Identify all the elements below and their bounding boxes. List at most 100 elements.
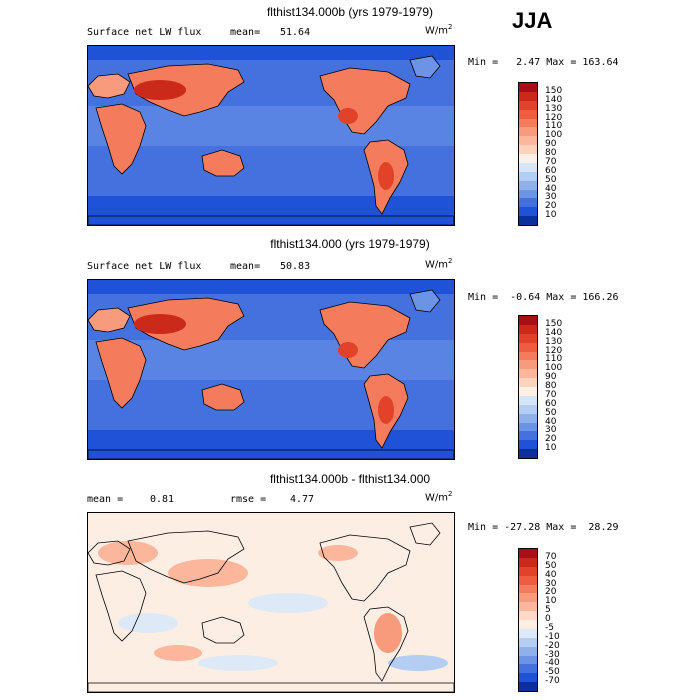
colorbar-swatch [519,162,537,172]
colorbar-swatch [519,646,537,656]
colorbar-tick-label: -40 [545,658,560,669]
africa-landmass [95,103,147,175]
anomaly-patch [168,559,248,587]
colorbar-swatch [519,136,537,146]
rmse-label: rmse = [230,494,267,505]
colorbar-swatch [519,83,537,92]
europe-landmass [88,73,131,99]
panel-title: flthist134.000b - flthist134.000 [269,472,431,486]
colorbar-swatch [519,404,537,414]
colorbar-tick-label: 60 [545,398,557,409]
anomaly-patch [118,613,178,633]
colorbar-tick-label: 110 [545,121,563,132]
colorbar-tick-label: -5 [545,622,554,633]
australia-outline [201,616,245,644]
colorbar-swatch [519,557,537,567]
europe-outline [88,540,131,566]
colorbar-swatch [519,154,537,163]
colorbar-tick-label: 70 [545,156,557,167]
antarctica-landmass [88,215,454,225]
colorbar-swatch [519,682,537,691]
colorbar-tick-label: 70 [545,389,557,400]
africa-outline [95,570,147,642]
greenland-landmass [409,55,441,79]
andes-hotspot [378,162,394,190]
colorbar-tick-label: 20 [545,201,557,212]
min-max-readout: Min = -0.64 Max = 166.26 [468,292,619,303]
colorbar-swatch [519,127,537,137]
mean-value: 50.83 [280,261,311,272]
panel-title: flthist134.000 (yrs 1979-1979) [270,237,430,251]
colorbar-swatch [519,628,537,638]
north-america-outline [319,534,411,602]
colorbar-tick-label: 90 [545,139,557,150]
colorbar-tick-label: -70 [545,676,560,687]
colorbar-tick-label: 80 [545,381,557,391]
colorbar-tick-label: 30 [545,192,557,203]
mean-label: mean= [230,27,261,38]
colorbar-swatch [519,655,537,665]
colorbar-swatch [519,593,537,603]
colorbar-tick-label: 80 [545,148,557,158]
colorbar [518,82,538,226]
colorbar-tick-label: 50 [545,560,557,571]
min-max-readout: Min = -27.28 Max = 28.29 [468,522,619,533]
greenland-outline [409,522,441,546]
rmse-value: 4.77 [290,494,315,505]
mean-label: mean = [87,494,124,505]
colorbar-tick-label: 140 [545,94,563,105]
colorbar-swatch [519,351,537,361]
colorbar-swatch [519,180,537,190]
anomaly-patch [388,655,448,671]
colorbar-tick-label: 130 [545,336,563,347]
colorbar-swatch [519,109,537,119]
asia-outline [127,530,245,584]
colorbar [518,315,538,459]
europe-landmass [88,307,131,333]
colorbar-tick-label: 40 [545,416,557,427]
southwest-hotspot [338,342,358,358]
colorbar-swatch [519,387,537,396]
colorbar-tick-label: 70 [545,551,557,562]
north-america-landmass [319,67,411,135]
colorbar-swatch [519,449,537,458]
colorbar-swatch [519,637,537,647]
map-plot [87,512,455,693]
colorbar-swatch [519,378,537,387]
colorbar-swatch [519,620,537,629]
colorbar-tick-label: 60 [545,165,557,176]
colorbar-tick-label: 100 [545,130,563,141]
colorbar-swatch [519,100,537,110]
colorbar-tick-label: 0 [545,614,551,624]
colorbar-swatch [519,664,537,674]
colorbar-swatch [519,360,537,370]
map-plot [87,45,455,226]
andes-hotspot [378,396,394,424]
colorbar-tick-label: 20 [545,587,557,598]
colorbar-swatch [519,584,537,594]
colorbar-tick-label: -10 [545,631,560,642]
colorbar-tick-label: 50 [545,174,557,185]
desert-hotspot [134,314,186,334]
field-label: Surface net LW flux [87,27,202,38]
colorbar-swatch [519,189,537,199]
colorbar-tick-label: -20 [545,640,560,651]
mean-value: 0.81 [150,494,175,505]
colorbar-swatch [519,549,537,558]
colorbar-swatch [519,566,537,576]
colorbar-tick-label: 40 [545,183,557,194]
tropical-band [88,106,454,146]
colorbar-tick-label: 100 [545,363,563,374]
units-label: W/m2 [425,257,453,271]
tropical-band [88,340,454,380]
units-label: W/m2 [425,490,453,504]
world-map [88,46,454,225]
colorbar-swatch [519,431,537,441]
colorbar-swatch [519,395,537,405]
australia-landmass [201,383,245,411]
anomaly-patch [154,645,202,661]
colorbar-tick-label: -50 [545,667,560,678]
anomaly-patch [198,655,278,671]
colorbar-tick-label: 150 [545,318,563,329]
antarctica-outline [88,682,454,692]
